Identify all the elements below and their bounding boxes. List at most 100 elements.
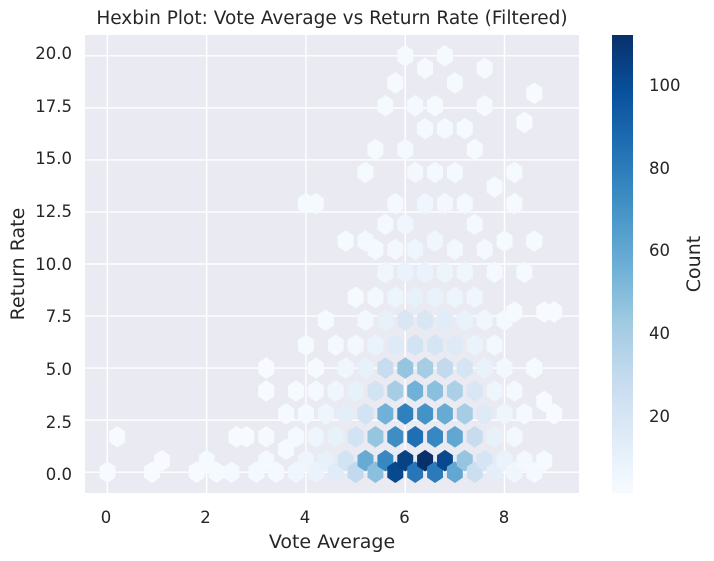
hexbin-cell xyxy=(506,426,523,448)
hexbin-cell xyxy=(397,403,414,425)
hexbin-cell xyxy=(476,309,493,331)
hexbin-cell xyxy=(417,357,434,379)
y-tick-label: 17.5 xyxy=(35,97,72,116)
hexbin-cell xyxy=(506,301,523,323)
hexbin-cell xyxy=(456,261,473,284)
hexbin-cell xyxy=(208,461,225,483)
hexbin-cell xyxy=(466,426,483,448)
x-tick-labels: 0 2 4 6 8 xyxy=(101,508,510,527)
hexbin-cell xyxy=(337,403,354,425)
hexbin-cell xyxy=(417,57,434,80)
hexbin-cell xyxy=(387,238,404,261)
colorbar-tick-label: 20 xyxy=(649,407,670,426)
hexbin-cell xyxy=(446,426,463,448)
hexbin-cell xyxy=(427,161,443,184)
hexbin-cell xyxy=(496,230,513,252)
hexbin-cell xyxy=(446,238,463,261)
hexbin-cell xyxy=(387,334,404,356)
hexbin-cell xyxy=(377,357,394,379)
hexbin-cell xyxy=(387,72,404,94)
hexbin-cell xyxy=(427,230,443,252)
hexbin-cell xyxy=(258,426,275,448)
y-tick-labels: 0.0 2.5 5.0 7.5 10.0 12.5 15.0 17.5 20.0 xyxy=(35,44,72,484)
hexbin-cell xyxy=(437,261,453,284)
colorbar xyxy=(612,35,633,493)
hexbin-cell xyxy=(446,72,463,94)
hexbin-cell xyxy=(446,334,463,356)
hexbin-cell xyxy=(367,380,384,402)
hexbin-cell xyxy=(307,357,324,379)
colorbar-label: Count xyxy=(683,236,705,292)
hexbin-cell xyxy=(437,45,453,67)
hexbin-cell xyxy=(496,403,513,425)
hexbin-cell xyxy=(417,261,434,284)
hexbin-cell xyxy=(357,357,374,379)
colorbar-tick-labels: 20 40 60 80 100 xyxy=(649,76,681,426)
hexbin-cell xyxy=(367,138,384,161)
hexbin-cell xyxy=(437,117,453,140)
hexbin-cell xyxy=(456,309,473,331)
y-axis-label: Return Rate xyxy=(7,208,29,321)
hexbin-cell xyxy=(223,461,240,483)
hexbin-cell xyxy=(546,403,563,425)
hexbin-cell xyxy=(357,309,374,331)
hexbin-cell xyxy=(397,213,414,236)
hexbin-cell xyxy=(417,192,434,215)
hexbin-cell xyxy=(357,161,374,184)
hexbin-cell xyxy=(337,357,354,379)
hexbin-cell xyxy=(397,261,414,284)
hexbin-cell xyxy=(466,213,483,236)
hexbin-cell xyxy=(506,192,523,215)
hexbin-cell xyxy=(407,95,424,117)
hexbin-cell xyxy=(109,426,126,448)
hexbin-cell xyxy=(506,161,523,184)
hexbin-cell xyxy=(446,161,463,184)
hexbin-cell xyxy=(377,261,394,284)
hexbin-cell xyxy=(516,261,533,284)
hexbin-cell xyxy=(278,403,294,425)
hexbin-cell xyxy=(397,45,414,67)
hexbin-cell xyxy=(496,357,513,379)
hexbin-cell xyxy=(387,426,404,448)
hexbin-cell xyxy=(307,426,324,448)
y-tick-label: 5.0 xyxy=(46,360,72,379)
hexbin-cell xyxy=(377,403,394,425)
hexbin-cell xyxy=(347,380,364,402)
y-tick-label: 10.0 xyxy=(35,255,72,274)
hexbin-cell xyxy=(298,403,314,425)
hexbin-cell xyxy=(437,357,453,379)
hexbin-cell xyxy=(486,334,503,356)
hexbin-cell xyxy=(506,380,523,402)
hexbin-cell xyxy=(99,461,116,483)
hexbin-cell xyxy=(466,334,483,356)
hexbin-cell xyxy=(456,403,473,425)
y-tick-label: 0.0 xyxy=(46,465,72,484)
hexbin-cell xyxy=(154,449,170,472)
hexbin-cell xyxy=(278,438,294,461)
x-tick-label: 0 xyxy=(101,508,112,527)
hexbin-cell xyxy=(367,238,384,261)
hexbin-cell xyxy=(347,426,364,448)
hexbin-cell xyxy=(377,213,394,236)
y-tick-label: 20.0 xyxy=(35,44,72,63)
colorbar-tick-label: 60 xyxy=(649,241,670,260)
hexbin-cell xyxy=(476,403,493,425)
hexbin-cell xyxy=(516,111,533,134)
x-tick-label: 8 xyxy=(499,508,510,527)
colorbar-tick-label: 40 xyxy=(649,324,670,343)
hexbin-cell xyxy=(526,82,543,105)
hexbin-cell xyxy=(486,176,503,198)
hexbin-cell xyxy=(427,380,443,402)
hexbin-cell xyxy=(238,426,255,448)
colorbar-tick-label: 100 xyxy=(649,76,681,95)
y-tick-label: 2.5 xyxy=(46,413,72,432)
hexbin-cell xyxy=(516,403,533,425)
hexbin-cell xyxy=(377,309,394,331)
hexbin-cell xyxy=(268,461,285,483)
hexbin-cell xyxy=(476,57,493,80)
hexbin-cell xyxy=(427,286,443,309)
hexbin-cell xyxy=(536,390,553,413)
hexbin-cell xyxy=(417,403,434,425)
hexbin-cell xyxy=(437,309,453,331)
